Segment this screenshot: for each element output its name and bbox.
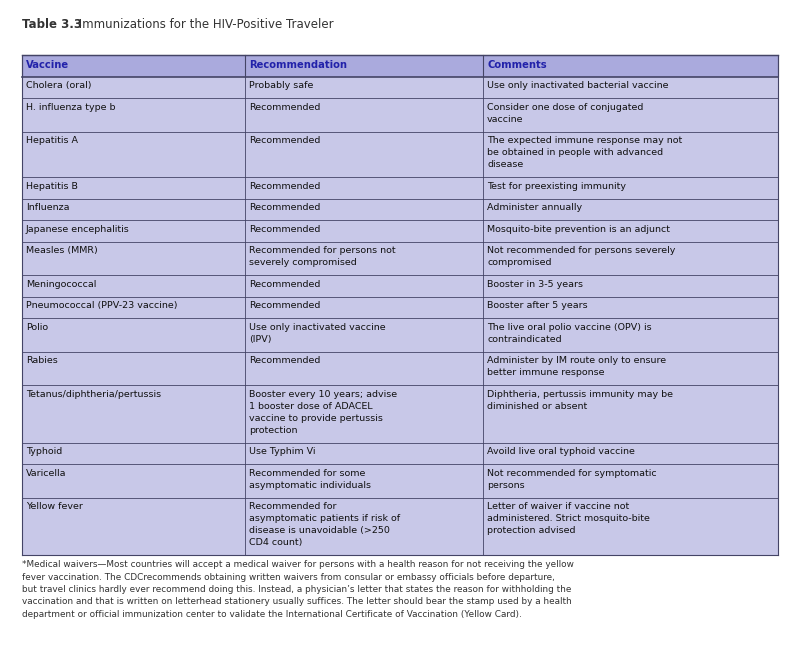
Text: Administer by IM route only to ensure: Administer by IM route only to ensure xyxy=(487,356,666,366)
Text: compromised: compromised xyxy=(487,258,552,267)
Text: (IPV): (IPV) xyxy=(249,335,271,344)
Text: Table 3.3: Table 3.3 xyxy=(22,18,82,31)
Text: Recommended: Recommended xyxy=(249,203,320,213)
Bar xyxy=(22,131,778,177)
Text: Recommended: Recommended xyxy=(249,280,320,289)
Text: Influenza: Influenza xyxy=(26,203,70,213)
Bar xyxy=(22,199,778,220)
Text: Administer annually: Administer annually xyxy=(487,203,582,213)
Bar xyxy=(22,242,778,275)
Bar xyxy=(22,98,778,131)
Bar xyxy=(22,464,778,498)
Text: Recommended: Recommended xyxy=(249,182,320,191)
Bar xyxy=(22,385,778,443)
Text: Not recommended for persons severely: Not recommended for persons severely xyxy=(487,246,675,255)
Text: disease: disease xyxy=(487,160,523,169)
Text: vaccination and that is written on letterhead stationery usually suffices. The l: vaccination and that is written on lette… xyxy=(22,597,572,607)
Bar xyxy=(22,498,778,555)
Text: vaccine: vaccine xyxy=(487,115,524,124)
Text: The expected immune response may not: The expected immune response may not xyxy=(487,137,682,145)
Text: Hepatitis B: Hepatitis B xyxy=(26,182,78,191)
Text: fever vaccination. The CDCrecommends obtaining written waivers from consular or : fever vaccination. The CDCrecommends obt… xyxy=(22,572,555,581)
Text: Mosquito-bite prevention is an adjunct: Mosquito-bite prevention is an adjunct xyxy=(487,225,670,234)
Text: Cholera (oral): Cholera (oral) xyxy=(26,81,91,90)
Text: CD4 count): CD4 count) xyxy=(249,539,302,547)
Text: Recommended for persons not: Recommended for persons not xyxy=(249,246,396,255)
Text: Recommended: Recommended xyxy=(249,225,320,234)
Text: department or official immunization center to validate the International Certifi: department or official immunization cent… xyxy=(22,610,522,619)
Text: Consider one dose of conjugated: Consider one dose of conjugated xyxy=(487,103,643,112)
Text: Yellow fever: Yellow fever xyxy=(26,502,83,512)
Text: Booster in 3-5 years: Booster in 3-5 years xyxy=(487,280,583,289)
Bar xyxy=(22,275,778,296)
Text: Test for preexisting immunity: Test for preexisting immunity xyxy=(487,182,626,191)
Text: diminished or absent: diminished or absent xyxy=(487,402,587,411)
Bar xyxy=(22,352,778,385)
Text: Use Typhim Vi: Use Typhim Vi xyxy=(249,447,315,456)
Text: Meningococcal: Meningococcal xyxy=(26,280,96,289)
Text: severely compromised: severely compromised xyxy=(249,258,357,267)
Text: disease is unavoidable (>250: disease is unavoidable (>250 xyxy=(249,526,390,535)
Text: Varicella: Varicella xyxy=(26,469,66,478)
Text: vaccine to provide pertussis: vaccine to provide pertussis xyxy=(249,414,383,423)
Text: asymptomatic patients if risk of: asymptomatic patients if risk of xyxy=(249,514,400,523)
Bar xyxy=(22,443,778,464)
Text: The live oral polio vaccine (OPV) is: The live oral polio vaccine (OPV) is xyxy=(487,323,652,332)
Text: Avoild live oral typhoid vaccine: Avoild live oral typhoid vaccine xyxy=(487,447,635,456)
Text: but travel clinics hardly ever recommend doing this. Instead, a physician’s lett: but travel clinics hardly ever recommend… xyxy=(22,585,571,594)
Text: Recommended: Recommended xyxy=(249,356,320,366)
Text: Measles (MMR): Measles (MMR) xyxy=(26,246,98,255)
Text: Recommendation: Recommendation xyxy=(249,60,347,70)
Text: Immunizations for the HIV-Positive Traveler: Immunizations for the HIV-Positive Trave… xyxy=(74,18,334,31)
Text: Recommended: Recommended xyxy=(249,103,320,112)
Text: Recommended for: Recommended for xyxy=(249,502,337,512)
Text: *Medical waivers—Most countries will accept a medical waiver for persons with a : *Medical waivers—Most countries will acc… xyxy=(22,560,574,569)
Text: Diphtheria, pertussis immunity may be: Diphtheria, pertussis immunity may be xyxy=(487,390,673,399)
Text: 1 booster dose of ADACEL: 1 booster dose of ADACEL xyxy=(249,402,373,411)
Text: protection advised: protection advised xyxy=(487,526,576,535)
Text: be obtained in people with advanced: be obtained in people with advanced xyxy=(487,148,663,157)
Text: Hepatitis A: Hepatitis A xyxy=(26,137,78,145)
Text: Recommended: Recommended xyxy=(249,302,320,310)
Text: Recommended: Recommended xyxy=(249,137,320,145)
Text: better immune response: better immune response xyxy=(487,368,605,378)
Bar xyxy=(22,177,778,199)
Text: Use only inactivated vaccine: Use only inactivated vaccine xyxy=(249,323,386,332)
Text: persons: persons xyxy=(487,481,525,490)
Bar xyxy=(22,318,778,352)
Text: Pneumococcal (PPV-23 vaccine): Pneumococcal (PPV-23 vaccine) xyxy=(26,302,178,310)
Text: H. influenza type b: H. influenza type b xyxy=(26,103,115,112)
Bar xyxy=(22,55,778,77)
Text: Booster every 10 years; advise: Booster every 10 years; advise xyxy=(249,390,397,399)
Text: administered. Strict mosquito-bite: administered. Strict mosquito-bite xyxy=(487,514,650,523)
Text: Probably safe: Probably safe xyxy=(249,81,314,90)
Text: Booster after 5 years: Booster after 5 years xyxy=(487,302,588,310)
Text: Rabies: Rabies xyxy=(26,356,58,366)
Bar xyxy=(22,77,778,98)
Text: Recommended for some: Recommended for some xyxy=(249,469,366,478)
Text: Tetanus/diphtheria/pertussis: Tetanus/diphtheria/pertussis xyxy=(26,390,161,399)
Text: protection: protection xyxy=(249,426,298,435)
Text: Polio: Polio xyxy=(26,323,48,332)
Text: asymptomatic individuals: asymptomatic individuals xyxy=(249,481,371,490)
Text: Japanese encephalitis: Japanese encephalitis xyxy=(26,225,130,234)
Text: Use only inactivated bacterial vaccine: Use only inactivated bacterial vaccine xyxy=(487,81,669,90)
Text: Not recommended for symptomatic: Not recommended for symptomatic xyxy=(487,469,657,478)
Text: Letter of waiver if vaccine not: Letter of waiver if vaccine not xyxy=(487,502,630,512)
Text: contraindicated: contraindicated xyxy=(487,335,562,344)
Text: Comments: Comments xyxy=(487,60,546,70)
Text: Typhoid: Typhoid xyxy=(26,447,62,456)
Bar xyxy=(22,220,778,242)
Text: Vaccine: Vaccine xyxy=(26,60,69,70)
Bar xyxy=(22,296,778,318)
